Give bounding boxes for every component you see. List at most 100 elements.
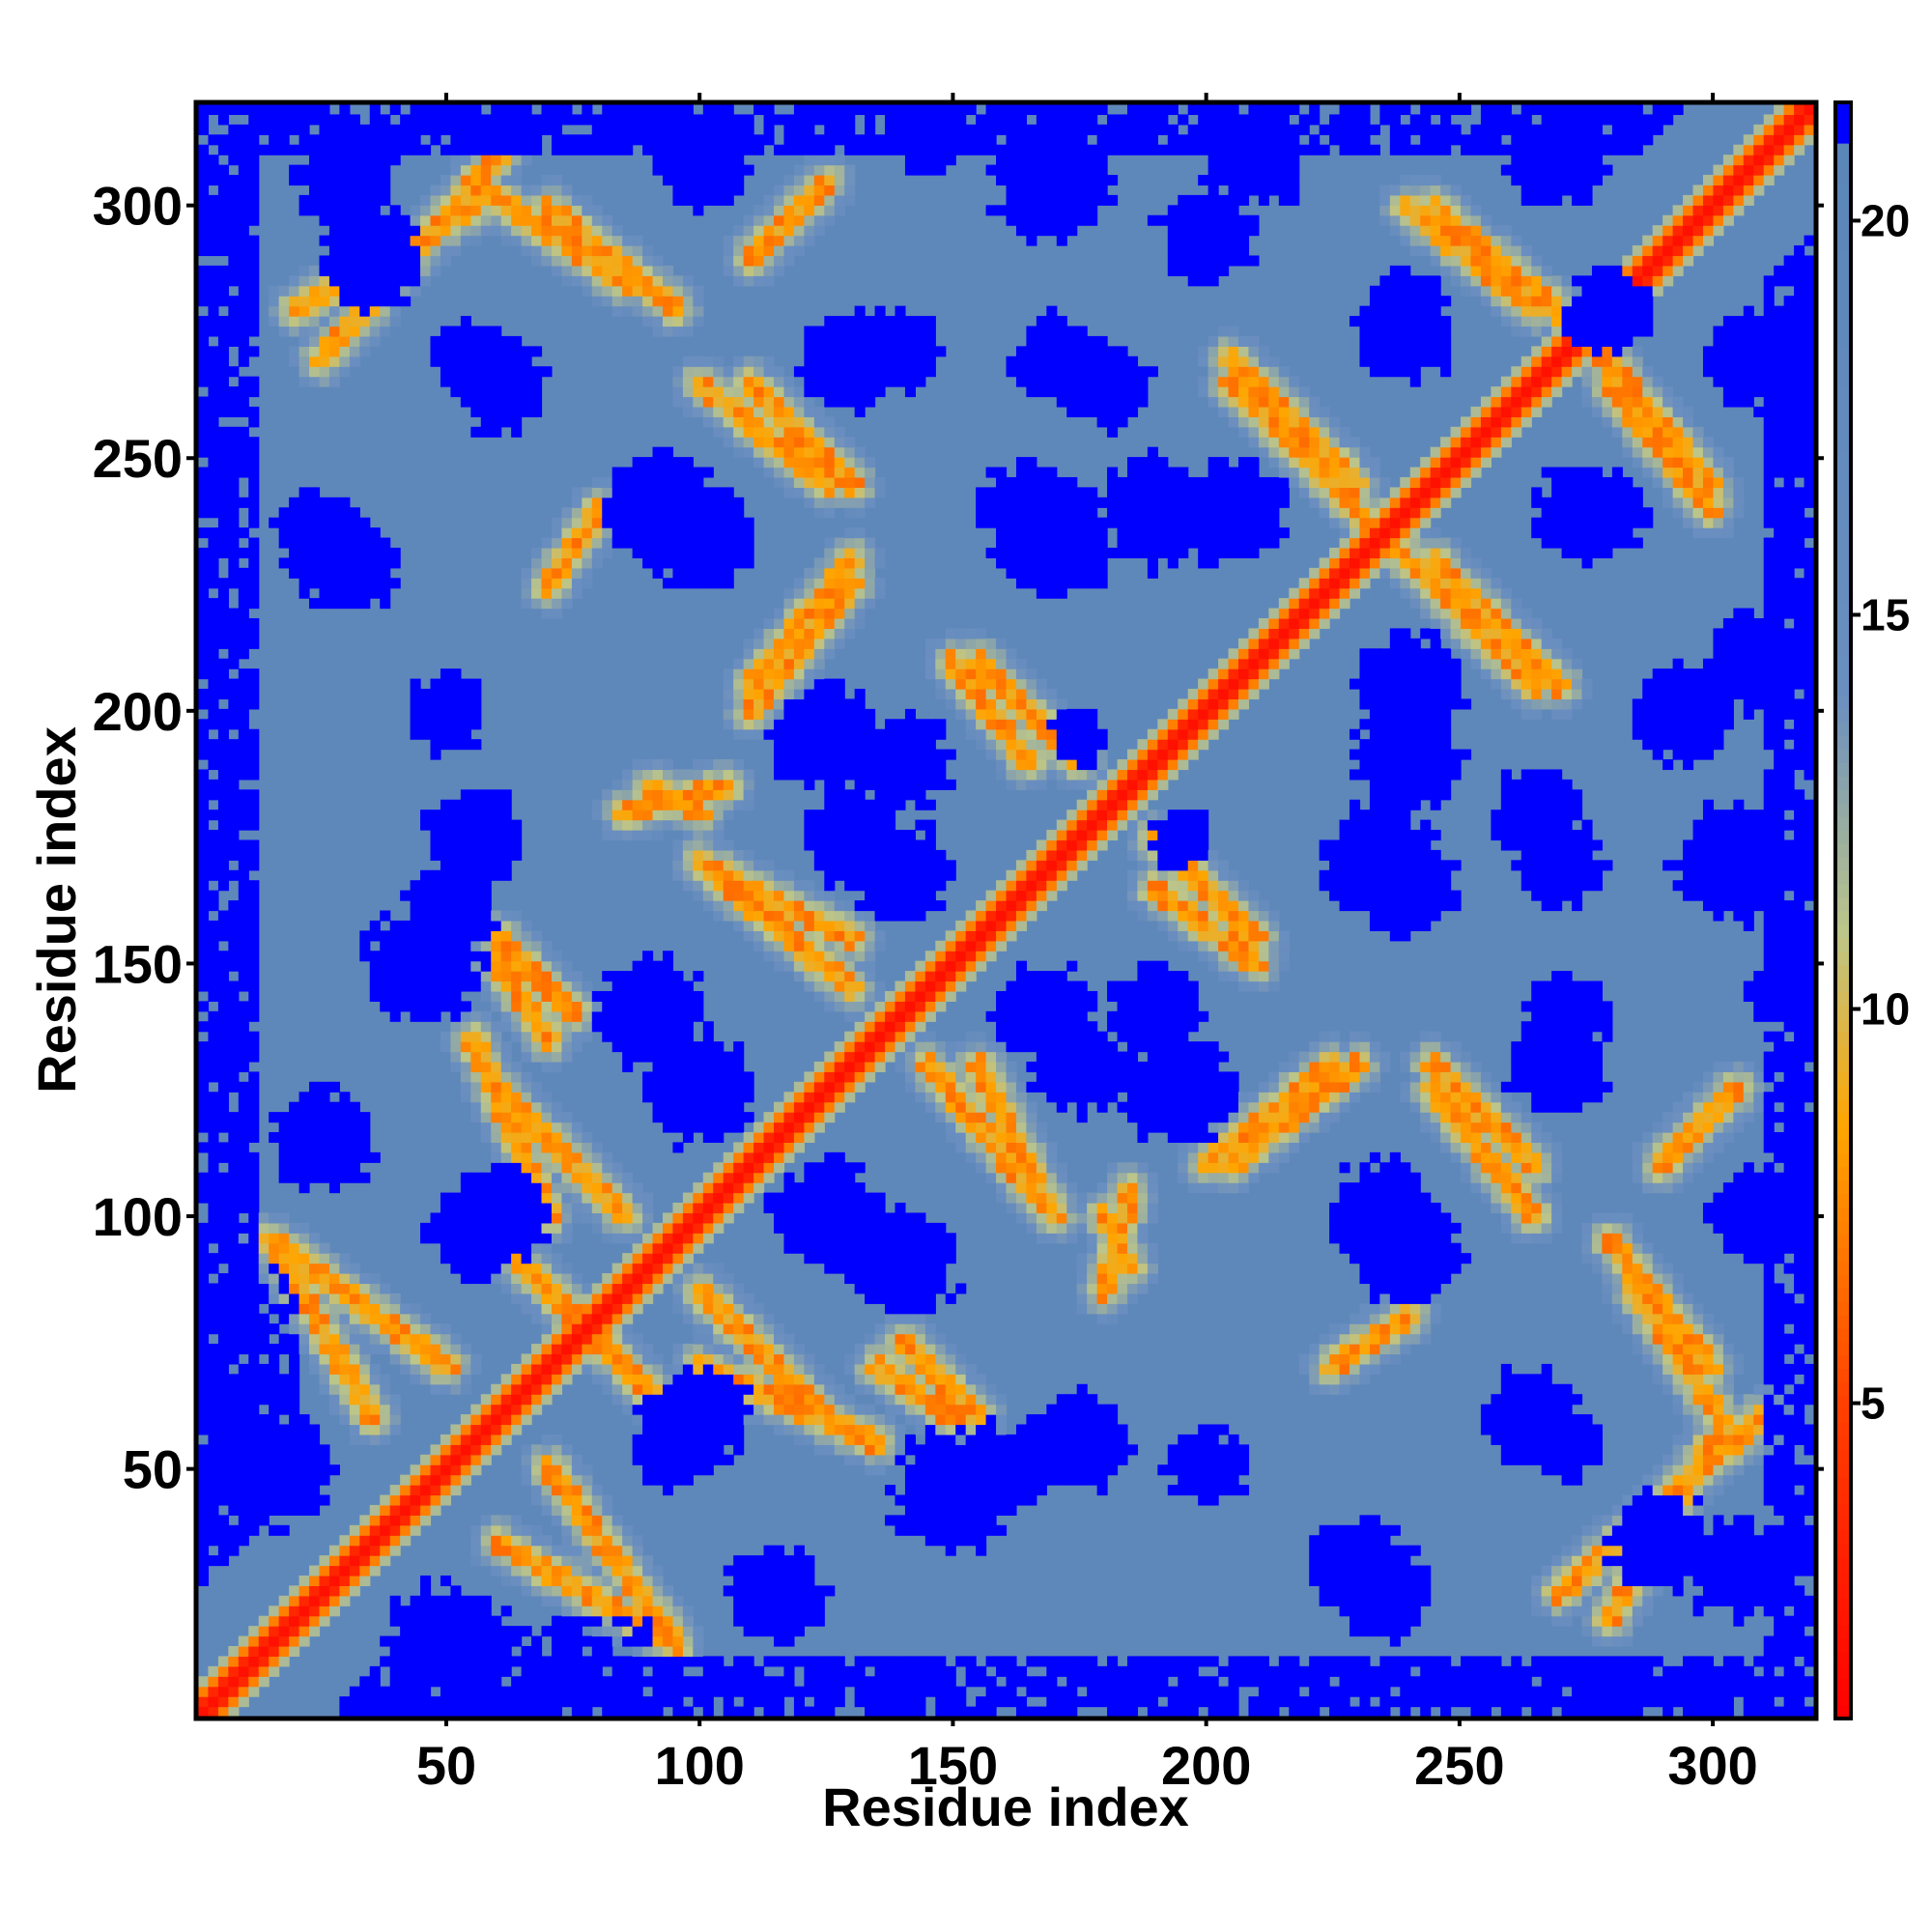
heatmap-cell — [622, 1555, 634, 1567]
heatmap-cell — [702, 1172, 714, 1183]
heatmap-cell — [198, 1444, 210, 1456]
heatmap-cell — [571, 1645, 582, 1658]
heatmap-cell — [693, 1182, 704, 1194]
heatmap-cell — [531, 990, 543, 1002]
heatmap-cell — [278, 1242, 290, 1254]
heatmap-cell — [491, 1122, 502, 1133]
heatmap-cell — [400, 255, 412, 267]
heatmap-cell — [774, 416, 785, 428]
heatmap-cell — [440, 951, 452, 962]
heatmap-cell — [491, 1665, 502, 1677]
heatmap-cell — [682, 517, 694, 528]
heatmap-cell — [662, 990, 674, 1002]
heatmap-cell — [541, 1323, 553, 1335]
heatmap-cell — [551, 1313, 563, 1324]
heatmap-cell — [380, 557, 391, 569]
heatmap-cell — [763, 910, 775, 922]
heatmap-cell — [622, 467, 634, 478]
heatmap-cell — [783, 1344, 795, 1355]
heatmap-cell — [582, 1494, 593, 1506]
heatmap-cell — [500, 1686, 512, 1697]
heatmap-cell — [217, 971, 229, 982]
heatmap-cell — [571, 1021, 582, 1033]
heatmap-cell — [541, 1303, 553, 1315]
heatmap-cell — [208, 698, 219, 710]
heatmap-cell — [248, 1485, 260, 1496]
heatmap-cell — [309, 1626, 321, 1637]
heatmap-cell — [430, 265, 441, 276]
heatmap-cell — [339, 144, 351, 156]
heatmap-cell — [693, 990, 704, 1002]
heatmap-cell — [531, 194, 543, 206]
heatmap-cell — [500, 1424, 512, 1435]
heatmap-cell — [702, 1686, 714, 1697]
heatmap-cell — [217, 819, 229, 831]
heatmap-cell — [349, 134, 360, 146]
heatmap-cell — [521, 971, 532, 982]
heatmap-cell — [632, 1293, 643, 1304]
heatmap-cell — [400, 951, 412, 962]
heatmap-cell — [217, 1656, 229, 1667]
heatmap-cell — [269, 1131, 280, 1144]
heatmap-cell — [339, 1575, 351, 1586]
heatmap-cell — [702, 1101, 714, 1113]
heatmap-cell — [278, 1474, 290, 1486]
heatmap-cell — [319, 557, 330, 569]
heatmap-cell — [359, 1353, 371, 1365]
heatmap-cell — [198, 849, 210, 861]
heatmap-cell — [258, 1454, 270, 1465]
heatmap-cell — [622, 104, 634, 116]
heatmap-cell — [248, 1162, 260, 1174]
heatmap-cell — [783, 617, 795, 630]
heatmap-cell — [480, 185, 492, 196]
heatmap-cell — [500, 1273, 512, 1285]
heatmap-cell — [238, 1142, 249, 1153]
heatmap-cell — [652, 1061, 664, 1072]
heatmap-cell — [571, 1504, 582, 1516]
heatmap-cell — [269, 1303, 280, 1315]
heatmap-cell — [217, 668, 229, 680]
heatmap-cell — [248, 1494, 260, 1506]
heatmap-cell — [349, 1363, 360, 1375]
heatmap-cell — [217, 1353, 229, 1365]
heatmap-cell — [460, 910, 471, 922]
heatmap-cell — [774, 1414, 785, 1426]
heatmap-cell — [217, 799, 229, 810]
heatmap-cell — [359, 537, 371, 549]
heatmap-cell — [248, 668, 260, 680]
heatmap-cell — [228, 1344, 240, 1355]
heatmap-cell — [702, 1051, 714, 1063]
heatmap-cell — [582, 1344, 593, 1355]
heatmap-cell — [723, 1434, 734, 1445]
heatmap-cell — [450, 1474, 462, 1486]
heatmap-cell — [723, 376, 734, 387]
heatmap-cell — [238, 1363, 249, 1375]
heatmap-cell — [571, 1041, 582, 1053]
heatmap-cell — [783, 678, 795, 690]
heatmap-cell — [208, 930, 219, 942]
heatmap-cell — [622, 1061, 634, 1072]
heatmap-cell — [450, 1233, 462, 1244]
heatmap-cell — [753, 638, 765, 649]
heatmap-cell — [238, 1293, 249, 1304]
heatmap-cell — [763, 1122, 775, 1133]
heatmap-cell — [248, 446, 260, 458]
heatmap-cell — [400, 1344, 412, 1355]
heatmap-cell — [763, 1615, 775, 1627]
heatmap-cell — [339, 1263, 351, 1274]
heatmap-cell — [228, 1656, 240, 1667]
heatmap-cell — [763, 245, 775, 257]
heatmap-cell — [733, 1353, 745, 1365]
heatmap-cell — [582, 134, 593, 146]
heatmap-cell — [652, 1706, 664, 1718]
heatmap-cell — [319, 1374, 330, 1385]
heatmap-cell — [511, 355, 523, 367]
heatmap-cell — [389, 134, 401, 146]
heatmap-cell — [258, 1665, 270, 1677]
heatmap-cell — [228, 910, 240, 922]
heatmap-cell — [480, 920, 492, 931]
heatmap-cell — [571, 971, 582, 982]
heatmap-cell — [450, 860, 462, 871]
heatmap-cell — [682, 1041, 694, 1053]
heatmap-cell — [430, 225, 441, 237]
